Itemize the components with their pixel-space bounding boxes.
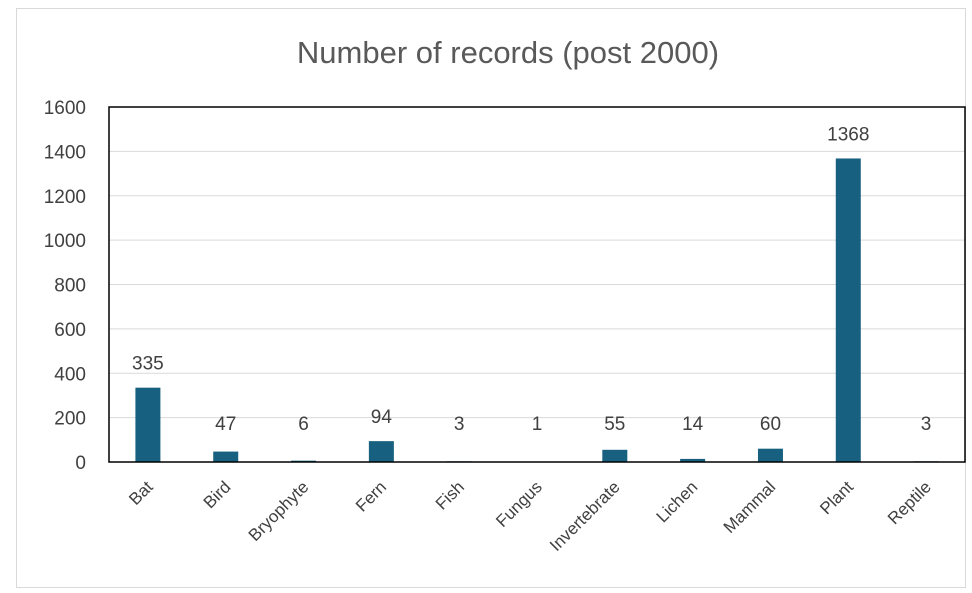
data-label: 14 <box>682 414 704 435</box>
x-tick-label: Bryophyte <box>245 477 313 545</box>
y-tick-label: 600 <box>54 320 86 341</box>
data-label: 55 <box>604 414 625 435</box>
y-tick-label: 1200 <box>44 187 86 208</box>
bar-bat <box>135 387 161 462</box>
x-tick-label: Fungus <box>492 477 546 531</box>
y-tick-labels: 0 200 400 600 800 1000 1200 1400 1600 <box>44 98 86 474</box>
data-label: 94 <box>371 407 393 428</box>
bar-bird <box>213 451 239 462</box>
y-tick-label: 400 <box>54 364 86 385</box>
chart-frame <box>16 8 966 588</box>
x-tick-label: Mammal <box>720 477 780 537</box>
x-tick-label: Lichen <box>653 477 702 526</box>
x-tick-label: Fish <box>432 477 468 513</box>
x-tick-label: Invertebrate <box>546 477 624 555</box>
x-tick-label: Reptile <box>884 477 935 528</box>
bar-mammal <box>757 448 783 462</box>
y-tick-label: 1400 <box>44 142 86 163</box>
plot-area-border <box>108 106 966 463</box>
x-tick-label: Fern <box>352 477 390 515</box>
data-label: 47 <box>215 414 236 435</box>
data-label: 1 <box>532 414 543 435</box>
bar-invertebrate <box>602 449 628 462</box>
bar-lichen <box>680 458 706 462</box>
data-label: 1368 <box>827 124 869 145</box>
data-label: 335 <box>132 354 164 375</box>
x-tick-label: Bat <box>125 477 157 509</box>
data-label: 3 <box>454 414 465 435</box>
y-tick-label: 800 <box>54 276 86 297</box>
x-tick-labels: Bat Bird Bryophyte Fern Fish Fungus Invertebra… <box>125 477 935 555</box>
y-tick-label: 0 <box>75 453 86 474</box>
y-tick-label: 200 <box>54 409 86 430</box>
bars <box>135 158 939 462</box>
data-label: 6 <box>298 414 309 435</box>
x-tick-label: Plant <box>816 477 857 518</box>
y-tick-label: 1000 <box>44 231 86 252</box>
data-labels: 335 47 6 94 3 1 55 14 60 1368 3 <box>132 124 931 435</box>
bar-fern <box>368 441 394 462</box>
chart-title: Number of records (post 2000) <box>297 35 719 70</box>
x-tick-label: Bird <box>200 477 235 512</box>
y-tick-label: 1600 <box>44 98 86 119</box>
data-label: 3 <box>921 414 932 435</box>
bar-plant <box>835 158 861 462</box>
data-label: 60 <box>760 414 781 435</box>
